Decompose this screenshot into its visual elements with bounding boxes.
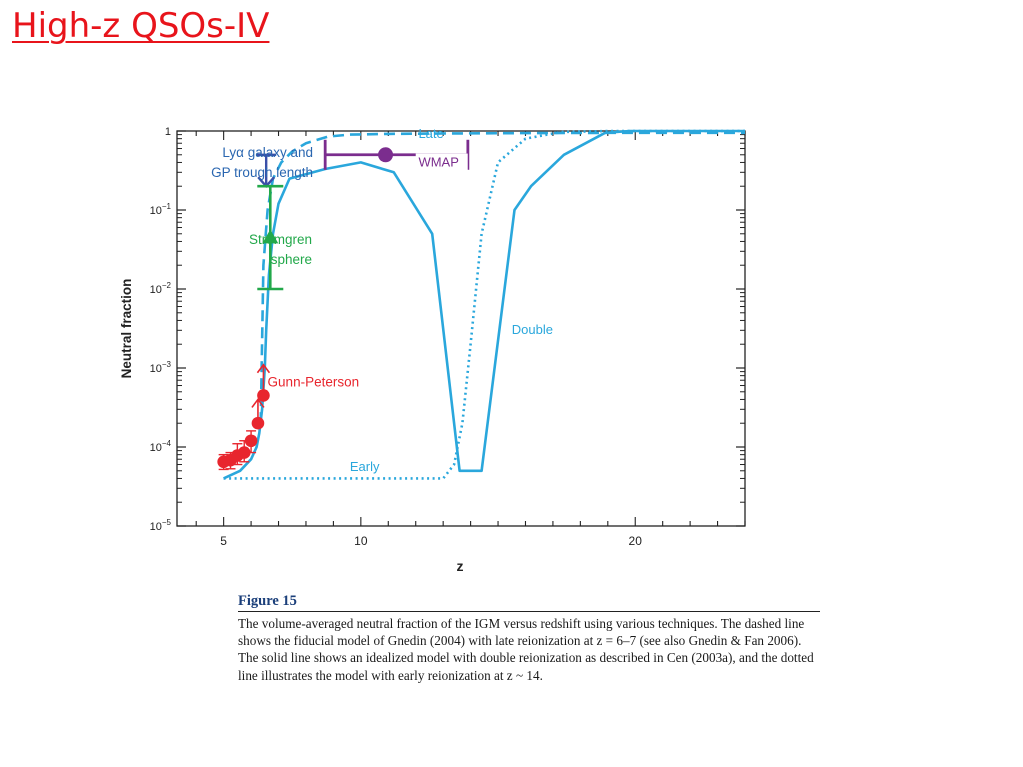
lya-label-line2: GP trough length [211,165,313,180]
stromgren-label-line1: Stromgren [249,232,312,247]
figure-label: Figure 15 [238,593,297,609]
y-tick-label: 10−5 [150,518,172,533]
figure-caption: Figure 15 The volume-averaged neutral fr… [238,592,820,684]
gp-data-point [237,446,251,459]
y-tick-label: 10−1 [150,202,172,217]
stromgren-marker [262,229,279,244]
y-tick-label: 1 [165,126,171,138]
line-label-early: Early [350,459,380,474]
gp-data-point [257,389,270,402]
chart: 1 10−1 10−2 10−3 10−4 10−5 5 10 20 z Neutral fract… [119,126,746,574]
series-late [259,131,745,424]
gp-data-point [251,416,265,430]
wmap-marker [378,147,394,163]
slide-title: High-z QSOs-IV [12,6,270,46]
line-label-late: Late [418,126,443,141]
y-tick-label: 10−4 [150,439,172,454]
y-tick-label: 10−3 [150,360,172,375]
x-tick-label: 10 [354,534,368,548]
lya-label-line1: Lyα galaxy and [222,145,313,160]
x-tick-label: 5 [220,534,227,548]
gunn-peterson-label: Gunn-Peterson [268,375,360,390]
series-early [223,129,745,480]
wmap-label: WMAP [418,155,458,170]
gp-limit-arrowhead [256,363,271,374]
caption-text: The volume-averaged neutral fraction of … [238,616,814,683]
stromgren-label-line2: sphere [271,252,312,267]
plot-frame [176,130,746,527]
x-tick-label: 20 [629,534,643,548]
line-label-double: Double [512,322,553,337]
caption-rule [238,611,820,612]
wmap-label-bg [415,153,468,171]
series-double [223,129,745,480]
x-axis-label: z [457,558,464,574]
y-tick-label: 10−2 [150,281,172,296]
gp-data-point [244,434,258,448]
gp-limit-arrowhead [251,398,265,408]
y-axis-label: Neutral fraction [119,279,134,379]
